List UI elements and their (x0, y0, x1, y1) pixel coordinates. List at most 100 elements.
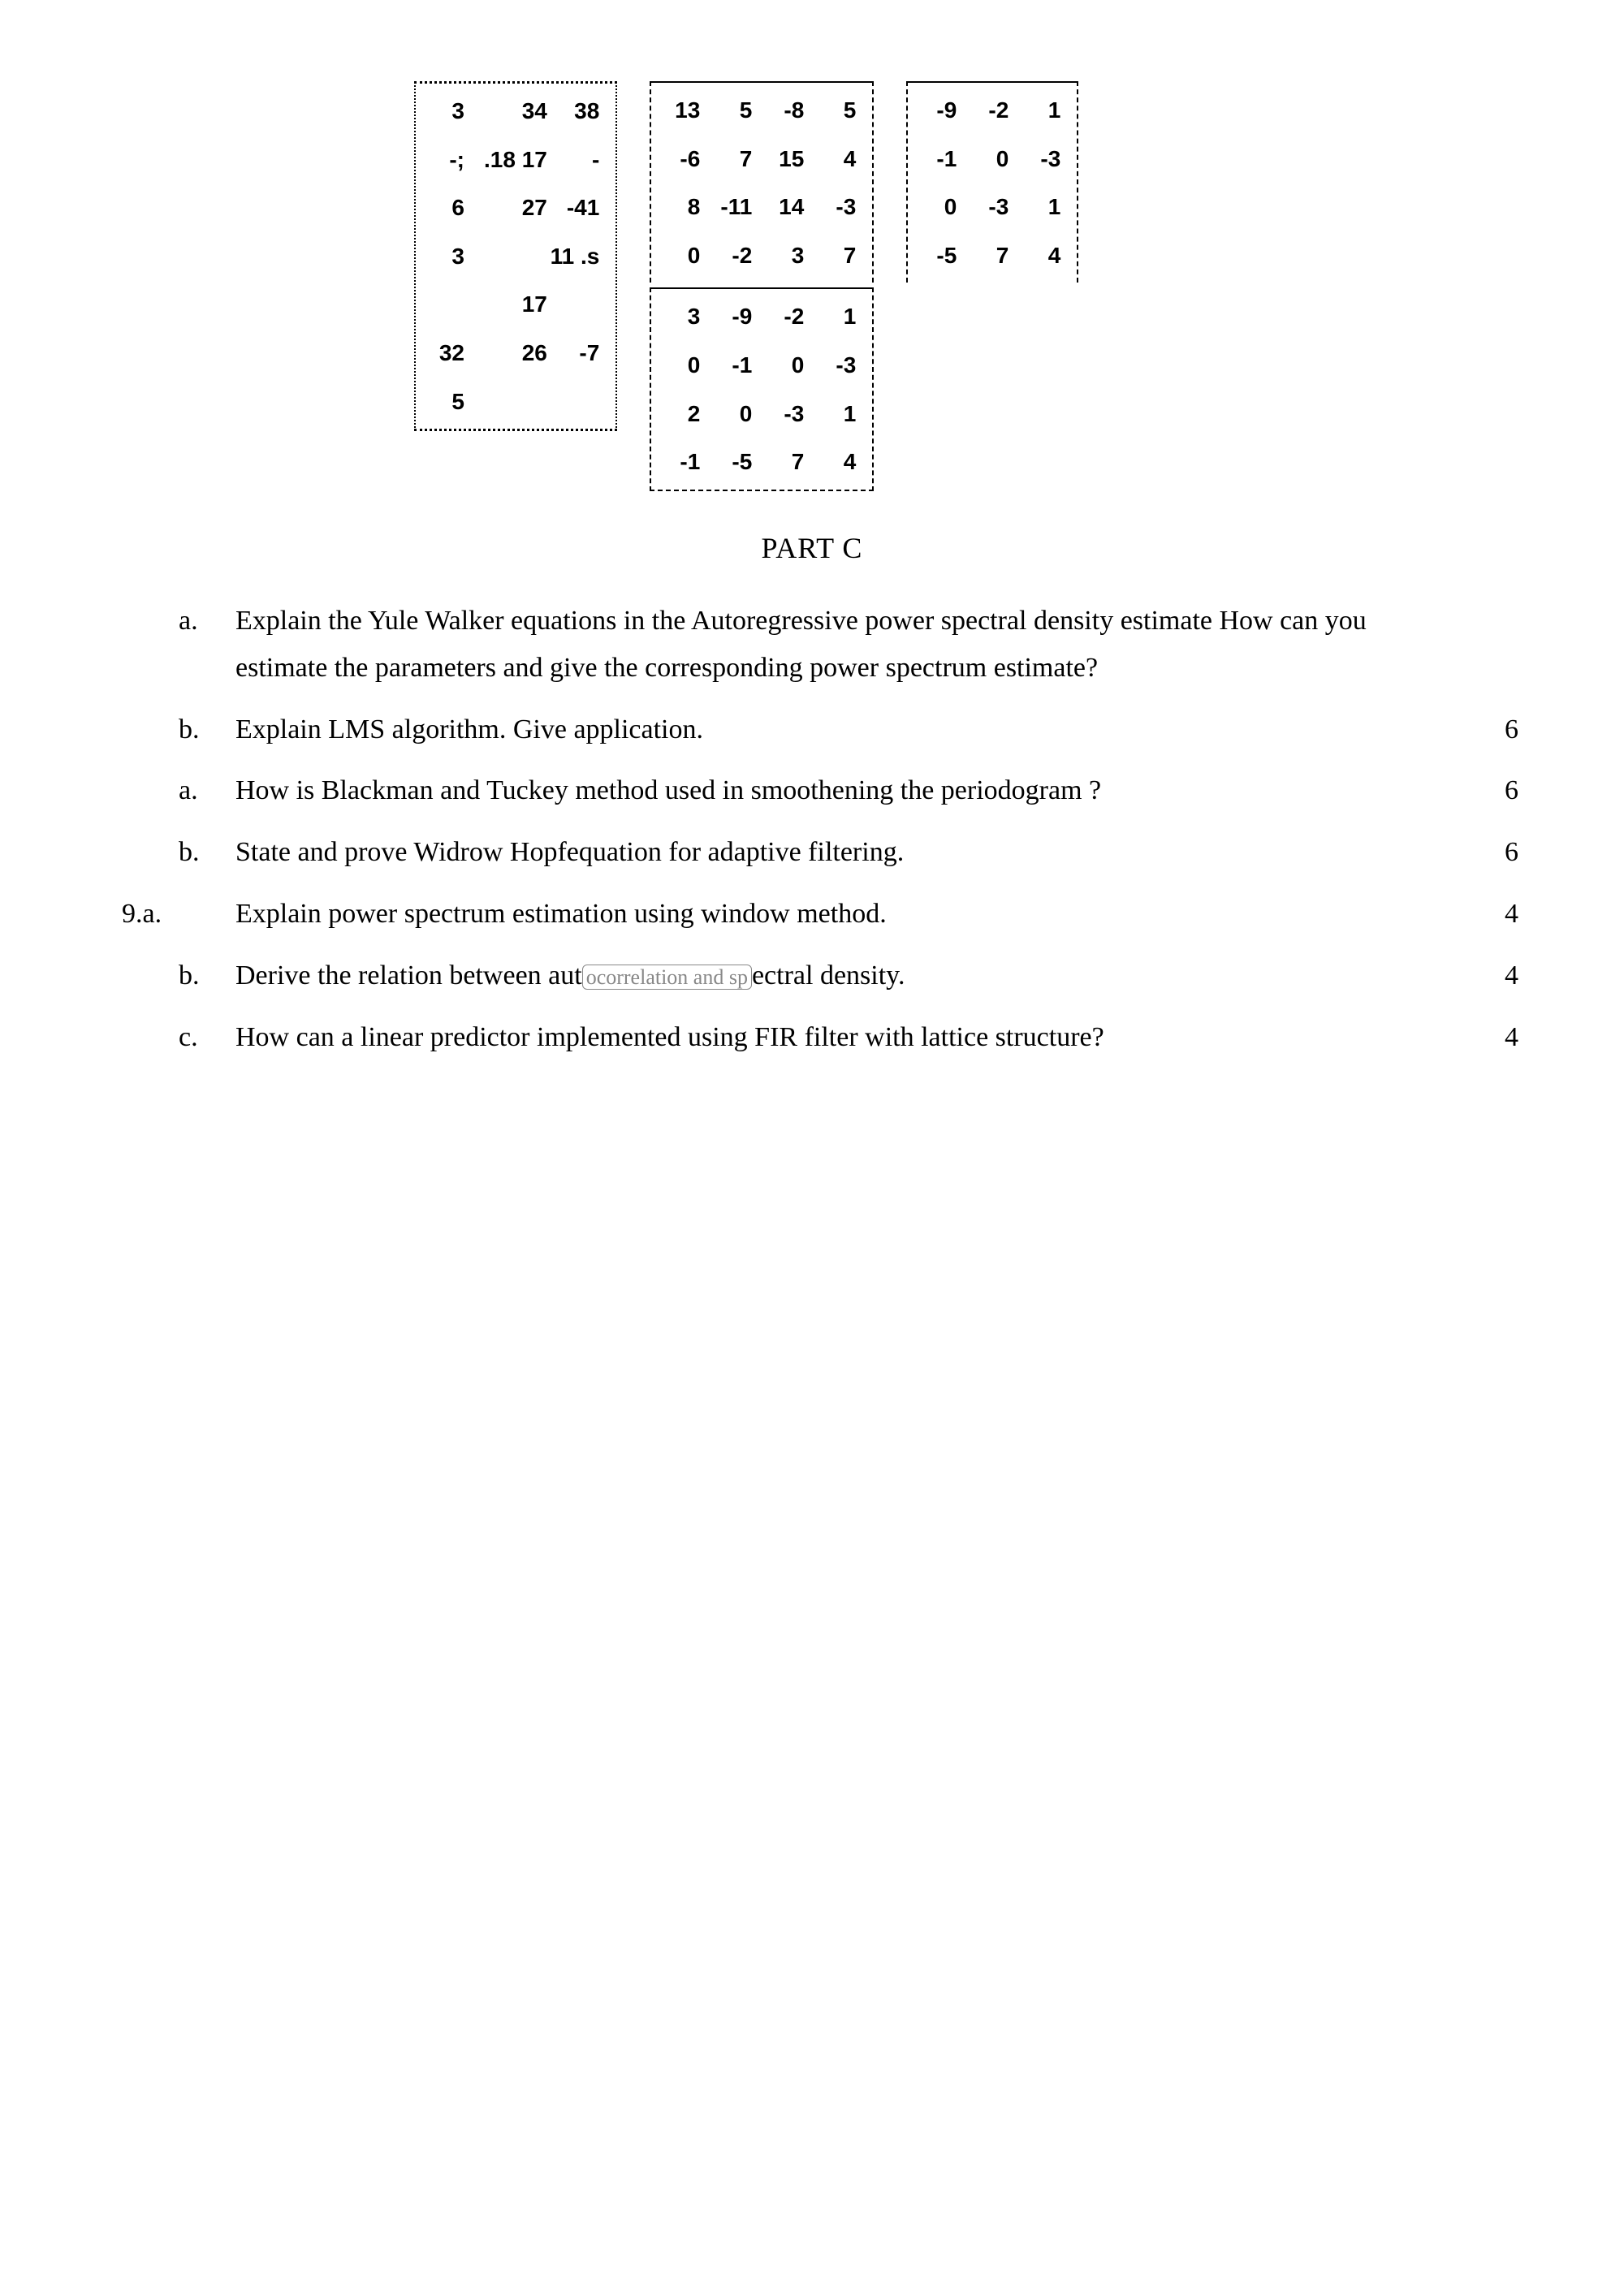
cell: 6 (422, 183, 474, 232)
cell: 13 (658, 86, 710, 135)
cell: -2 (966, 86, 1018, 135)
cell: .18 17 (474, 136, 557, 184)
matrix-d-box: -9-21 -10-3 0-31 -574 (906, 81, 1078, 283)
cell: 32 (422, 329, 474, 378)
cell: 1 (1018, 183, 1070, 231)
cell: -11 (710, 183, 762, 231)
cell: 5 (814, 86, 866, 135)
question-row: 9.a. Explain power spectrum estimation u… (122, 891, 1502, 938)
matrix-c-box: 3-9-21 0-10-3 20-31 -1-574 (650, 287, 874, 490)
question-row: a. How is Blackman and Tuckey method use… (122, 767, 1502, 814)
question-marks: 6 (1505, 829, 1518, 876)
cell: 0 (710, 390, 762, 438)
cell: -1 (710, 341, 762, 390)
question-sub: b. (179, 706, 227, 753)
question-marks: 4 (1505, 952, 1518, 999)
cell: 14 (762, 183, 814, 231)
cell: -6 (658, 135, 710, 183)
cell: 8 (658, 183, 710, 231)
question-row: a. Explain the Yule Walker equations in … (122, 598, 1502, 692)
questions-block: a. Explain the Yule Walker equations in … (122, 598, 1502, 1060)
question-sub: a. (179, 767, 227, 814)
question-marks: 4 (1505, 1014, 1518, 1061)
cell: 0 (966, 135, 1018, 183)
text-post: ectral density. (752, 960, 905, 990)
cell: 7 (762, 438, 814, 486)
cell: -5 (914, 231, 966, 280)
cell: 27 (474, 183, 557, 232)
part-c-heading: PART C (122, 524, 1502, 573)
question-marks: 6 (1505, 706, 1518, 753)
matrix-row: 33438 -;.18 17- 627-41 311 .s 17 3226-7 … (414, 81, 1502, 491)
cell: 4 (814, 135, 866, 183)
cell: 0 (658, 341, 710, 390)
question-text: How is Blackman and Tuckey method used i… (235, 767, 1101, 814)
cell: -1 (914, 135, 966, 183)
question-text: State and prove Widrow Hopfequation for … (235, 829, 904, 876)
question-num: 9.a. (122, 891, 219, 938)
exam-page: 33438 -;.18 17- 627-41 311 .s 17 3226-7 … (0, 0, 1624, 1156)
cell: -; (422, 136, 474, 184)
cell: -9 (710, 292, 762, 341)
cell: 3 (658, 292, 710, 341)
question-text: How can a linear predictor implemented u… (235, 1014, 1104, 1061)
cell: -41 (557, 183, 609, 232)
cell: -9 (914, 86, 966, 135)
cell (557, 280, 609, 329)
cell: 4 (814, 438, 866, 486)
cell: - (557, 136, 609, 184)
cell: 5 (710, 86, 762, 135)
matrix-b: 135-85 -67154 8-1114-3 0-237 (658, 86, 866, 279)
cell: 0 (762, 341, 814, 390)
cell: 4 (1018, 231, 1070, 280)
question-row: c. How can a linear predictor implemente… (122, 1014, 1502, 1061)
cell: -3 (814, 341, 866, 390)
question-marks: 6 (1505, 767, 1518, 814)
cell: -3 (966, 183, 1018, 231)
cell (557, 378, 609, 426)
question-row: b. Explain LMS algorithm. Give applicati… (122, 706, 1502, 753)
question-text: Derive the relation between autocorrelat… (235, 952, 905, 999)
cell: 7 (710, 135, 762, 183)
cell: 1 (814, 390, 866, 438)
cell: -5 (710, 438, 762, 486)
cell: -3 (762, 390, 814, 438)
cell: 15 (762, 135, 814, 183)
cell: -2 (762, 292, 814, 341)
question-sub: a. (179, 598, 227, 645)
question-marks: 4 (1505, 891, 1518, 938)
cell: 0 (658, 231, 710, 280)
cell: -1 (658, 438, 710, 486)
matrix-a-box: 33438 -;.18 17- 627-41 311 .s 17 3226-7 … (414, 81, 617, 431)
cell: -7 (557, 329, 609, 378)
cell: 0 (914, 183, 966, 231)
cell: 7 (966, 231, 1018, 280)
cell: -3 (814, 183, 866, 231)
question-text: Explain the Yule Walker equations in the… (235, 598, 1453, 692)
question-text: Explain power spectrum estimation using … (235, 891, 887, 938)
question-sub: b. (179, 952, 227, 999)
cell: 17 (474, 280, 557, 329)
cell: 34 (474, 87, 557, 136)
matrix-b-box: 135-85 -67154 8-1114-3 0-237 (650, 81, 874, 283)
cell: -8 (762, 86, 814, 135)
question-row: b. Derive the relation between autocorre… (122, 952, 1502, 999)
matrix-bc-col: 135-85 -67154 8-1114-3 0-237 3-9-21 0-10… (650, 81, 874, 491)
question-sub: c. (179, 1014, 227, 1061)
cell: 3 (422, 87, 474, 136)
matrix-a: 33438 -;.18 17- 627-41 311 .s 17 3226-7 … (422, 87, 609, 425)
question-sub: b. (179, 829, 227, 876)
matrix-d: -9-21 -10-3 0-31 -574 (914, 86, 1070, 279)
question-text: Explain LMS algorithm. Give application. (235, 706, 703, 753)
watermark-text: ocorrelation and sp (582, 965, 752, 990)
cell: 1 (814, 292, 866, 341)
cell: 11 .s (474, 232, 609, 281)
question-row: b. State and prove Widrow Hopfequation f… (122, 829, 1502, 876)
matrix-c: 3-9-21 0-10-3 20-31 -1-574 (658, 292, 866, 486)
matrix-region: 33438 -;.18 17- 627-41 311 .s 17 3226-7 … (414, 81, 1502, 491)
cell: 3 (422, 232, 474, 281)
cell: 2 (658, 390, 710, 438)
cell: 1 (1018, 86, 1070, 135)
text-pre: Derive the relation between aut (235, 960, 582, 990)
cell (474, 378, 557, 426)
